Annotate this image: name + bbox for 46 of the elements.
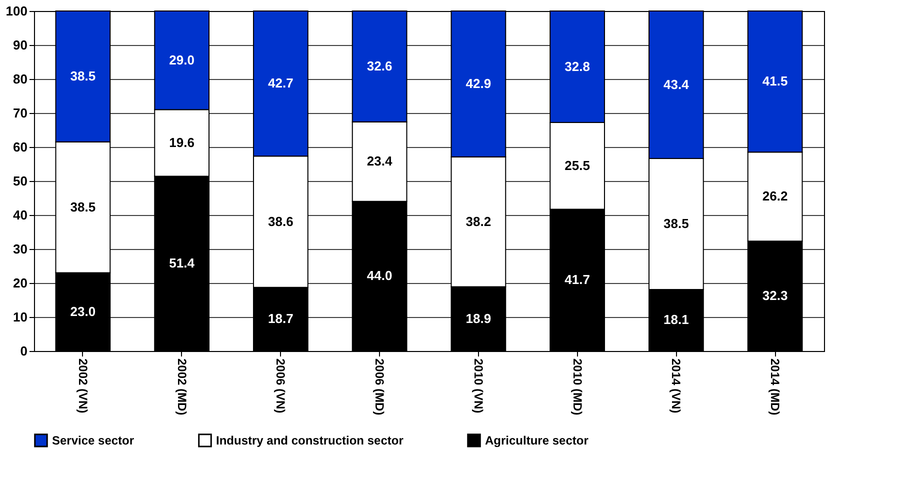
data-label: 38.2 [466,214,492,229]
x-tick-label: 2006 (MD) [372,358,387,416]
data-label: 18.9 [466,310,492,326]
data-label: 26.2 [762,188,788,204]
x-tick-label: 2014 (MD) [768,358,782,416]
data-label: 42.7 [268,76,294,91]
data-label: 23.0 [70,304,96,319]
data-label: 19.6 [169,134,194,150]
data-label: 38.6 [268,214,294,229]
data-label: 42.9 [466,76,492,91]
data-label: 25.5 [564,158,590,173]
y-tick-label: 10 [13,310,28,324]
y-tick-label: 30 [13,242,28,256]
legend-label: Industry and construction sector [216,433,404,448]
y-tick-label: 20 [13,276,28,290]
x-tick-label: 2010 (MD) [570,358,584,416]
data-label: 41.5 [762,74,788,89]
data-label: 32.8 [564,58,590,74]
legend-label: Service sector [52,433,134,448]
x-tick-label: 2014 (VN) [669,358,684,414]
data-label: 23.4 [366,154,393,169]
x-tick-label: 2002 (MD) [174,358,189,416]
y-tick-label: 0 [20,344,28,358]
data-label: 32.3 [762,288,788,304]
data-label: 51.4 [169,256,196,271]
y-tick-label: 80 [13,72,28,86]
data-label: 41.7 [564,272,590,288]
data-label: 38.5 [70,68,96,84]
x-tick-label: 2006 (VN) [274,358,288,414]
data-label: 18.7 [268,311,294,326]
data-label: 18.1 [664,312,689,328]
y-tick-label: 40 [13,208,28,222]
data-label: 43.4 [664,76,690,92]
y-tick-label: 100 [6,4,28,18]
y-tick-label: 70 [13,106,28,120]
data-label: 38.5 [70,199,96,214]
data-label: 44.0 [366,268,392,284]
legend-label: Agriculture sector [485,433,589,448]
y-tick-label: 50 [13,174,28,188]
data-label: 32.6 [366,58,392,74]
x-tick-label: 2010 (VN) [471,358,486,414]
y-tick-label: 90 [13,38,28,52]
x-tick-label: 2002 (VN) [76,358,90,414]
data-label: 29.0 [169,52,194,68]
y-tick-label: 60 [13,140,28,154]
data-label: 38.5 [664,216,689,232]
